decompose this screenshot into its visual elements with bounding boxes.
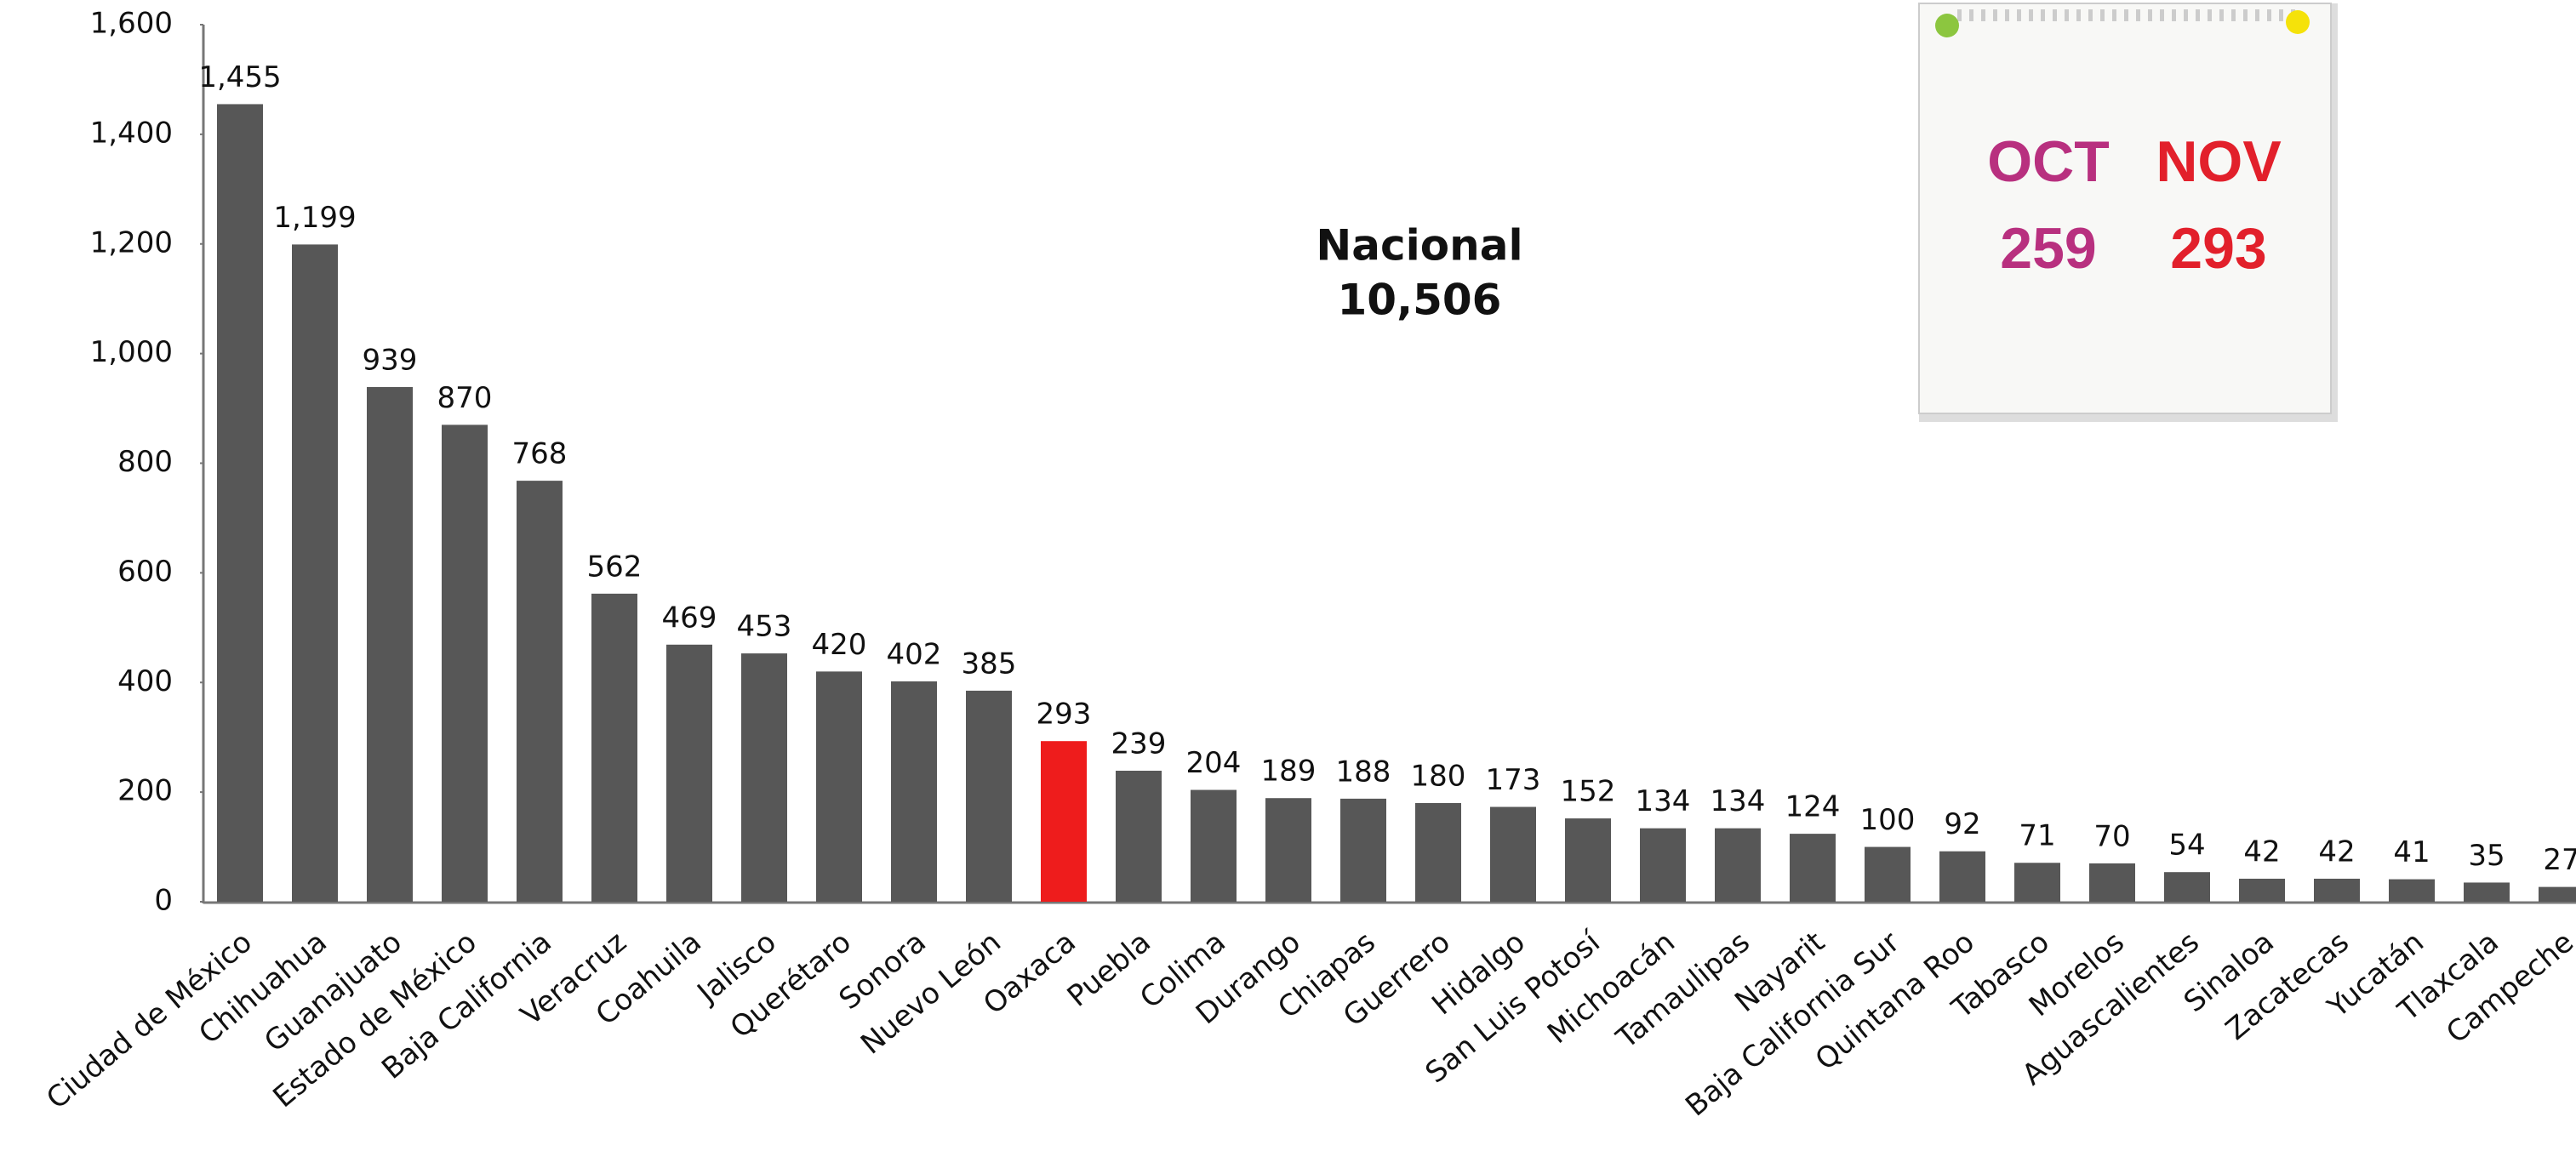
bar [517,481,563,902]
value-label: 54 [2168,829,2205,863]
value-label: 134 [1711,784,1766,818]
bar [741,653,787,902]
bar [2089,863,2135,902]
bar [2539,886,2576,902]
value-label: 768 [512,437,568,471]
value-label: 180 [1411,760,1466,794]
bar [367,386,413,902]
value-label: 152 [1561,775,1616,809]
note-paper [1918,3,2332,414]
annotation: Nacional [1316,221,1522,271]
bar [2464,882,2510,902]
bar [2014,863,2060,902]
bar [891,681,937,902]
bar [2389,879,2435,902]
bar [2314,878,2360,902]
value-label: 453 [737,610,792,644]
y-tick-label: 1,000 [90,335,173,369]
value-label: 239 [1111,726,1167,761]
value-label: 27 [2543,843,2576,877]
value-label: 42 [2243,835,2280,869]
y-tick-label: 600 [117,555,173,589]
value-label: 92 [1944,807,1980,841]
value-label: 402 [887,637,942,671]
value-label: 293 [1037,698,1092,732]
bar [1939,851,1985,902]
note-label: NOV [2156,129,2281,194]
bar [1265,798,1311,902]
value-label: 939 [363,343,418,377]
value-label: 100 [1860,803,1916,837]
value-label: 469 [662,601,717,635]
bar [2164,872,2210,902]
bar [1640,828,1686,902]
bar [442,424,488,902]
value-label: 173 [1486,763,1541,797]
y-tick-label: 200 [117,774,173,808]
y-tick-label: 1,200 [90,225,173,259]
value-label: 71 [2019,819,2055,853]
value-label: 124 [1785,790,1841,824]
value-label: 42 [2318,835,2355,869]
bar [1565,818,1611,902]
value-label: 41 [2393,835,2430,869]
bar [1116,770,1162,902]
value-label: 188 [1336,755,1391,789]
y-tick-label: 800 [117,445,173,479]
bar [1041,741,1087,902]
value-label: 204 [1186,746,1242,780]
value-label: 189 [1261,755,1317,789]
bar [1340,798,1386,902]
y-tick-label: 400 [117,664,173,698]
bar [1191,789,1237,902]
bar [1865,846,1911,902]
value-label: 420 [812,628,867,662]
value-label: 562 [587,550,643,584]
value-label: 1,455 [198,60,281,94]
note-value: 293 [2170,216,2266,281]
bar [816,671,862,902]
note-value: 259 [2000,216,2096,281]
note-label: OCT [1987,129,2110,194]
bar [1415,803,1461,902]
bar [1715,828,1761,902]
value-label: 134 [1636,784,1691,818]
annotation: 10,506 [1338,276,1502,325]
bar [1790,834,1836,902]
bar [591,593,637,902]
bar [2239,878,2285,902]
bar [292,244,338,902]
value-label: 70 [2093,819,2130,853]
bar [1490,806,1536,902]
y-tick-label: 1,600 [90,7,173,41]
bar [966,690,1012,902]
value-label: 870 [437,381,493,415]
value-label: 35 [2468,839,2505,873]
bar [217,104,263,902]
value-label: 385 [962,647,1017,681]
value-label: 1,199 [273,201,356,235]
y-tick-label: 0 [154,884,173,918]
pin [1935,14,1959,37]
bar [666,644,712,902]
note-card [1918,3,2338,422]
y-tick-label: 1,400 [90,116,173,150]
pin [2286,10,2310,34]
